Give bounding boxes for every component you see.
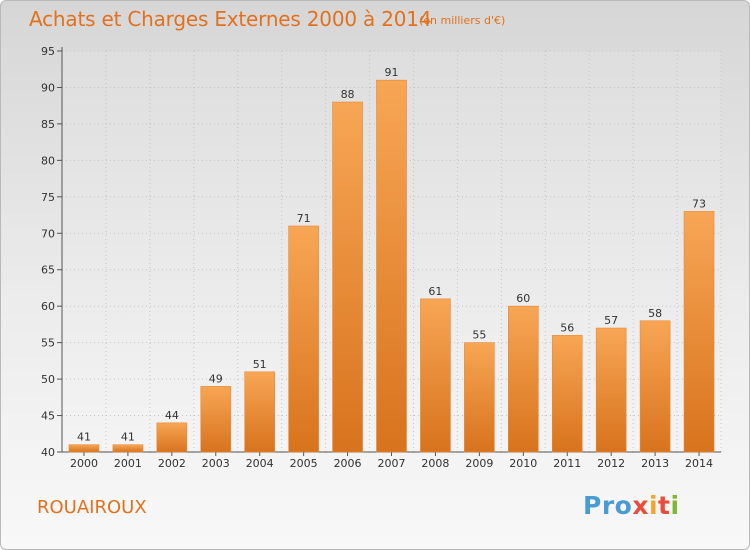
x-tick-label: 2006 xyxy=(334,457,362,470)
data-label: 44 xyxy=(165,409,179,422)
data-label: 41 xyxy=(77,431,91,444)
bar xyxy=(200,386,232,453)
y-tick-label: 95 xyxy=(41,45,55,58)
x-tick-label: 2013 xyxy=(641,457,669,470)
data-label: 73 xyxy=(692,197,706,210)
bar xyxy=(376,79,407,453)
x-tick-label: 2002 xyxy=(158,457,186,470)
y-tick-label: 65 xyxy=(41,264,55,277)
y-tick-label: 60 xyxy=(41,300,55,313)
bar xyxy=(156,422,188,453)
chart-title: Achats et Charges Externes 2000 à 2014 xyxy=(29,7,432,31)
x-tick-label: 2005 xyxy=(290,457,318,470)
x-tick-label: 2001 xyxy=(114,457,142,470)
x-tick-label: 2012 xyxy=(597,457,625,470)
bar xyxy=(595,327,627,453)
y-tick-label: 70 xyxy=(41,227,55,240)
data-label: 57 xyxy=(604,314,618,327)
y-tick-label: 55 xyxy=(41,337,55,350)
logo-part: i xyxy=(648,491,659,520)
bar xyxy=(464,342,495,453)
bar xyxy=(332,101,363,453)
data-label: 61 xyxy=(428,285,442,298)
y-tick-label: 85 xyxy=(41,118,55,131)
data-label: 58 xyxy=(648,307,662,320)
data-label: 60 xyxy=(516,292,530,305)
data-label: 55 xyxy=(472,329,486,342)
x-tick-label: 2014 xyxy=(685,457,713,470)
data-label: 56 xyxy=(560,321,574,334)
x-tick-label: 2004 xyxy=(246,457,274,470)
bars: 41 41 44 49 51 71 88 91 61 55 60 56 57 58 73 xyxy=(68,66,715,453)
x-tick-label: 2009 xyxy=(465,457,493,470)
data-label: 51 xyxy=(253,358,267,371)
y-tick-label: 50 xyxy=(41,373,55,386)
x-tick-label: 2003 xyxy=(202,457,230,470)
data-label: 41 xyxy=(121,431,135,444)
logo-part: x xyxy=(632,491,649,520)
commune-name: ROUAIROUX xyxy=(37,497,147,518)
logo-part: Pro xyxy=(583,491,633,520)
bar xyxy=(112,444,144,453)
data-label: 71 xyxy=(297,212,311,225)
bar xyxy=(639,320,671,453)
proxiti-logo: Proxiti xyxy=(583,491,680,520)
x-tick-label: 2011 xyxy=(553,457,581,470)
logo-part: t xyxy=(658,491,671,520)
bar xyxy=(288,225,319,453)
data-label: 49 xyxy=(209,372,223,385)
bar xyxy=(683,211,715,453)
x-tick-label: 2008 xyxy=(421,457,449,470)
y-tick-label: 75 xyxy=(41,191,55,204)
bar xyxy=(420,298,451,453)
logo-part: i xyxy=(670,491,680,520)
y-tick-label: 40 xyxy=(41,446,55,459)
bar xyxy=(507,305,539,453)
bar xyxy=(551,335,583,453)
data-label: 91 xyxy=(385,66,399,79)
x-tick-label: 2000 xyxy=(70,457,98,470)
y-tick-label: 90 xyxy=(41,81,55,94)
x-tick-label: 2010 xyxy=(509,457,537,470)
x-tick-label: 2007 xyxy=(378,457,406,470)
bar xyxy=(68,444,100,453)
bar xyxy=(244,371,275,453)
y-tick-label: 45 xyxy=(41,410,55,423)
y-tick-label: 80 xyxy=(41,154,55,167)
data-label: 88 xyxy=(341,88,355,101)
chart-subtitle: (en milliers d'€) xyxy=(419,14,506,27)
